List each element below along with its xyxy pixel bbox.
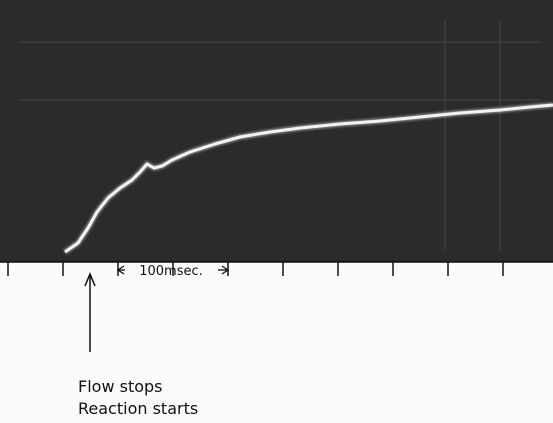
event-label: Flow stops <box>78 377 163 396</box>
trace <box>64 103 553 254</box>
event-label: Reaction starts <box>78 399 198 418</box>
time-scale-label: 100msec. <box>139 264 203 279</box>
event-arrow <box>84 272 96 352</box>
scale-arrows <box>116 265 230 275</box>
time-axis <box>0 261 553 276</box>
screen-graticule <box>20 20 540 250</box>
